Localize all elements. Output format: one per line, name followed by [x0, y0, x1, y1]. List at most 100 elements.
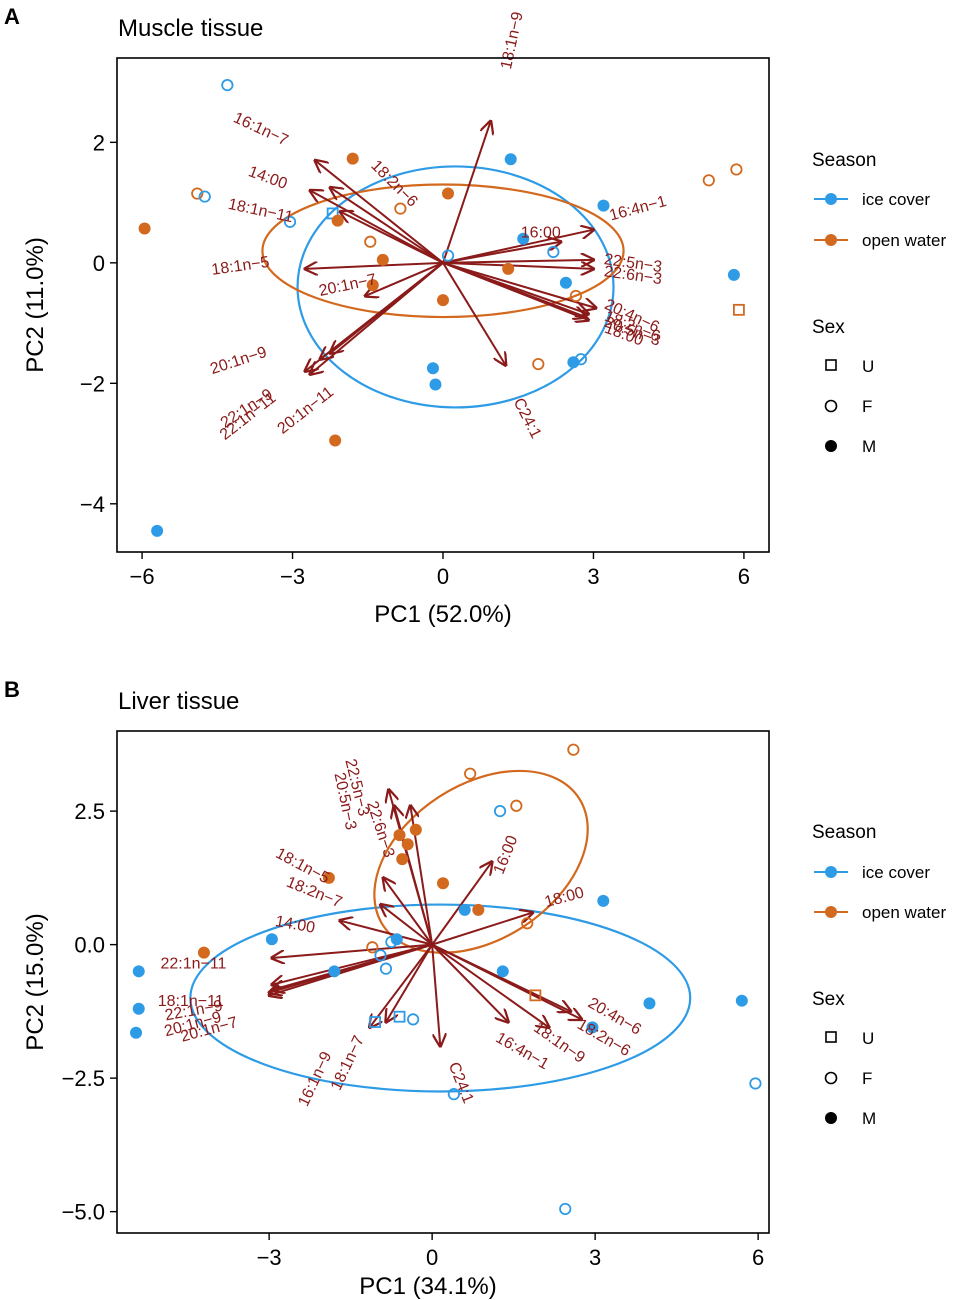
- legend-sex-title: Sex: [812, 317, 845, 338]
- loading-label-muscle: 14:00: [246, 163, 290, 193]
- loading-label-muscle: 20:1n−7: [317, 271, 378, 300]
- y-tick-label-liver: 0.0: [74, 933, 105, 958]
- data-point-muscle: [733, 303, 745, 316]
- legend-swatch-u-b: [825, 1031, 837, 1043]
- legend-label-u-b: U: [862, 1029, 874, 1048]
- y-tick-label-muscle: 0: [93, 251, 105, 276]
- x-tick-label-muscle: 0: [437, 564, 449, 589]
- plot-area-liver: 20:5n−322:5n−322:6n−318:1n−518:2n−714:00…: [130, 743, 762, 1216]
- data-point-muscle: [198, 190, 211, 203]
- data-point-muscle: [597, 199, 610, 212]
- data-point-muscle: [426, 362, 439, 375]
- loading-arrow-muscle: [442, 260, 593, 263]
- legend-label-open-water-b: open water: [862, 903, 946, 922]
- data-point-muscle: [730, 163, 743, 176]
- loading-arrow-liver: [269, 943, 433, 996]
- legend-season-ice-cover-b: ice cover: [814, 863, 930, 882]
- x-tick-label-muscle: −3: [280, 564, 305, 589]
- data-point-liver: [521, 917, 534, 930]
- legend-label-m: M: [862, 437, 876, 456]
- data-point-muscle: [702, 174, 715, 187]
- loading-arrow-liver: [431, 944, 440, 1046]
- data-point-liver: [132, 1002, 145, 1015]
- data-point-muscle: [517, 232, 530, 245]
- legend-label-f-b: F: [862, 1069, 872, 1088]
- loading-label-muscle: 18:1n−5: [210, 254, 270, 279]
- loading-arrow-liver: [431, 943, 508, 1022]
- y-tick-label-muscle: 2: [93, 130, 105, 155]
- loading-arrow-liver: [431, 862, 492, 946]
- y-tick-label-liver: −5.0: [62, 1200, 105, 1225]
- data-point-liver: [567, 743, 580, 756]
- data-point-muscle: [441, 249, 455, 262]
- legend-sex-title-b: Sex: [812, 989, 845, 1010]
- loading-label-muscle: C24:1: [510, 395, 545, 441]
- data-point-muscle: [574, 353, 588, 366]
- loading-arrow-muscle: [340, 212, 444, 264]
- data-point-liver: [409, 823, 422, 836]
- loading-label-muscle: 20:1n−9: [208, 344, 269, 378]
- data-point-liver: [322, 871, 335, 884]
- legend-swatch-f: [824, 399, 838, 413]
- data-point-muscle: [442, 187, 455, 200]
- x-tick-label-liver: −3: [257, 1245, 282, 1270]
- loading-arrow-muscle: [442, 121, 491, 264]
- legend-label-ice-cover-b: ice cover: [862, 863, 930, 882]
- data-point-muscle: [329, 434, 342, 447]
- x-tick-label-liver: 0: [426, 1245, 438, 1270]
- loading-arrow-liver: [386, 944, 433, 1022]
- x-tick-label-liver: 3: [589, 1245, 601, 1270]
- data-point-muscle: [532, 357, 545, 371]
- legend-swatch-m-b: [825, 1112, 837, 1124]
- data-point-muscle: [502, 262, 515, 275]
- panel-letter-a: A: [4, 4, 20, 29]
- data-point-liver: [464, 767, 477, 780]
- loading-arrow-liver: [389, 790, 434, 945]
- legend-swatch-open-water-b: [825, 906, 837, 918]
- loading-arrow-muscle: [442, 262, 506, 365]
- legend-label-ice-cover: ice cover: [862, 190, 930, 209]
- legend-season-ice-cover: ice cover: [814, 190, 930, 209]
- loading-label-liver: 18:1n−11: [158, 993, 224, 1010]
- data-point-liver: [407, 1013, 420, 1026]
- panel-liver: B Liver tissue 20:5n−322:5n−322:6n−318:1…: [4, 677, 770, 1300]
- legend-swatch-m: [825, 440, 837, 452]
- y-tick-label-liver: 2.5: [74, 799, 105, 824]
- y-axis-title-liver: PC2 (15.0%): [22, 913, 49, 1050]
- loading-arrow-muscle: [330, 262, 444, 353]
- data-point-liver: [447, 1088, 460, 1101]
- loading-label-muscle: 16:4n−1: [608, 193, 669, 225]
- legend-swatch-ice-cover-b: [825, 866, 837, 878]
- loading-label-liver: 22:1n−11: [160, 956, 226, 973]
- loading-arrow-muscle: [315, 160, 444, 264]
- data-point-liver: [130, 1026, 143, 1039]
- loading-arrow-liver: [272, 943, 433, 958]
- legend-season-title: Season: [812, 150, 876, 171]
- legend-season-open-water: open water: [814, 231, 946, 250]
- loading-arrow-muscle: [442, 263, 593, 269]
- y-axis-title-muscle: PC2 (11.0%): [22, 237, 49, 373]
- panel-title-liver: Liver tissue: [118, 688, 239, 715]
- legend-swatch-u: [825, 359, 837, 371]
- loading-arrow-muscle: [442, 261, 596, 308]
- loading-arrow-liver: [431, 913, 533, 946]
- loading-arrow-muscle: [305, 263, 444, 269]
- data-point-liver: [643, 997, 656, 1010]
- loading-arrow-liver: [381, 905, 433, 946]
- data-point-liver: [510, 799, 523, 812]
- data-point-muscle: [151, 524, 164, 537]
- data-point-liver: [472, 903, 485, 916]
- loading-label-muscle: 16:1n−7: [231, 109, 291, 149]
- data-point-muscle: [569, 289, 583, 303]
- loading-label-liver: 18:00: [543, 884, 586, 911]
- data-point-muscle: [727, 268, 740, 281]
- legend-muscle: Season ice cover open water Sex U F M: [812, 150, 946, 456]
- data-point-liver: [749, 1077, 762, 1090]
- x-axis-title-muscle: PC1 (52.0%): [374, 601, 511, 628]
- ellipse-open-water-liver: [373, 769, 589, 954]
- data-point-liver: [328, 965, 341, 978]
- legend-label-f: F: [862, 397, 872, 416]
- loading-label-muscle: 18:1n−9: [498, 10, 527, 71]
- data-point-muscle: [504, 153, 517, 166]
